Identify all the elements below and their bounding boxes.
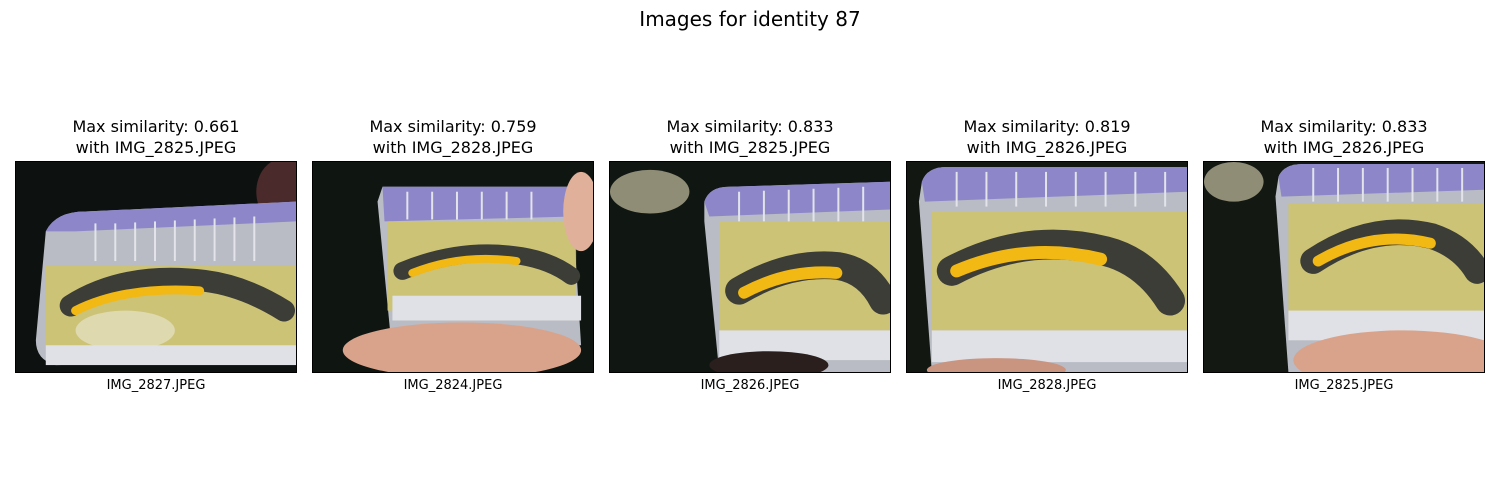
panel-title: Max similarity: 0.661 with IMG_2825.JPEG — [0, 116, 327, 158]
max-similarity-label: Max similarity: 0.833 — [666, 117, 834, 136]
max-similarity-label: Max similarity: 0.833 — [1260, 117, 1428, 136]
newt-photo — [906, 161, 1188, 373]
match-filename-label: with IMG_2825.JPEG — [669, 138, 831, 157]
newt-photo-drawing — [313, 162, 593, 372]
newt-photo-drawing — [907, 162, 1187, 372]
match-filename-label: with IMG_2825.JPEG — [75, 138, 237, 157]
image-filename: IMG_2826.JPEG — [700, 378, 800, 393]
newt-photo — [15, 161, 297, 373]
image-filename: IMG_2825.JPEG — [1294, 378, 1394, 393]
newt-photo — [1203, 161, 1485, 373]
match-filename-label: with IMG_2828.JPEG — [372, 138, 534, 157]
image-panel-1: Max similarity: 0.661 with IMG_2825.JPEG… — [15, 0, 297, 500]
image-filename: IMG_2827.JPEG — [106, 378, 206, 393]
figure-title: Images for identity 87 — [639, 7, 861, 31]
image-panel-2: Max similarity: 0.759 with IMG_2828.JPEG… — [312, 0, 594, 500]
image-filename: IMG_2828.JPEG — [997, 378, 1097, 393]
newt-photo-drawing — [16, 162, 296, 372]
panel-title: Max similarity: 0.833 with IMG_2826.JPEG — [1173, 116, 1500, 158]
max-similarity-label: Max similarity: 0.759 — [369, 117, 537, 136]
max-similarity-label: Max similarity: 0.819 — [963, 117, 1131, 136]
match-filename-label: with IMG_2826.JPEG — [1263, 138, 1425, 157]
max-similarity-label: Max similarity: 0.661 — [72, 117, 240, 136]
newt-photo-drawing — [1204, 162, 1484, 372]
image-filename: IMG_2824.JPEG — [403, 378, 503, 393]
image-panel-3: Max similarity: 0.833 with IMG_2825.JPEG… — [609, 0, 891, 500]
image-panel-5: Max similarity: 0.833 with IMG_2826.JPEG… — [1203, 0, 1485, 500]
panel-title: Max similarity: 0.759 with IMG_2828.JPEG — [282, 116, 624, 158]
newt-photo-drawing — [610, 162, 890, 372]
image-panel-4: Max similarity: 0.819 with IMG_2826.JPEG… — [906, 0, 1188, 500]
panel-title: Max similarity: 0.833 with IMG_2825.JPEG — [579, 116, 921, 158]
newt-photo — [609, 161, 891, 373]
panel-title: Max similarity: 0.819 with IMG_2826.JPEG — [876, 116, 1218, 158]
match-filename-label: with IMG_2826.JPEG — [966, 138, 1128, 157]
newt-photo — [312, 161, 594, 373]
